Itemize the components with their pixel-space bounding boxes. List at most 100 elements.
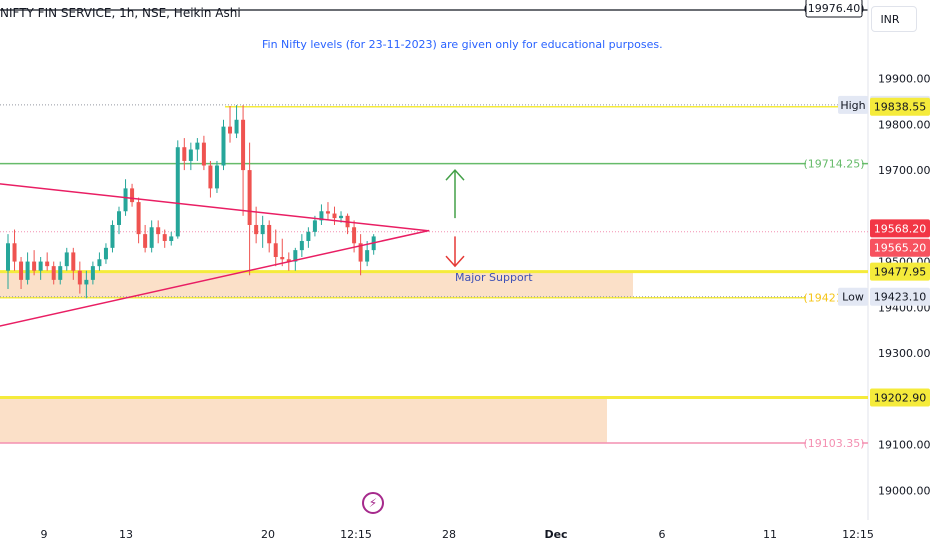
price-tag-prefix-box bbox=[838, 287, 868, 306]
candle-body bbox=[182, 147, 187, 161]
candle-body bbox=[247, 170, 252, 225]
candle-body bbox=[228, 126, 233, 134]
candle-body bbox=[117, 211, 122, 225]
y-tick-label: 19300.00 bbox=[878, 347, 931, 360]
price-tag-box bbox=[870, 388, 930, 407]
y-tick-label: 19900.00 bbox=[878, 73, 931, 86]
candle-body bbox=[32, 261, 37, 271]
candle-body bbox=[352, 227, 357, 244]
price-tag-label: 19423.10 bbox=[874, 291, 927, 304]
candle-body bbox=[306, 231, 311, 241]
candle-body bbox=[97, 259, 102, 267]
price-tag-box bbox=[870, 219, 930, 238]
candle-body bbox=[339, 215, 344, 219]
price-tag-box bbox=[870, 238, 930, 257]
candle-body bbox=[254, 224, 259, 235]
lightning-event-icon[interactable]: ⚡ bbox=[362, 492, 384, 514]
candle-body bbox=[188, 149, 193, 161]
price-tag-box bbox=[870, 287, 930, 306]
arrow-down-head bbox=[445, 255, 465, 268]
price-tag-prefix: Low bbox=[842, 291, 864, 304]
price-tag-label: 19477.95 bbox=[874, 266, 927, 279]
candle-body bbox=[12, 243, 17, 262]
candle-body bbox=[38, 261, 43, 271]
currency-selector[interactable]: INR bbox=[871, 6, 917, 32]
candle-body bbox=[45, 261, 50, 267]
candle-body bbox=[358, 243, 363, 262]
candle-body bbox=[312, 220, 317, 232]
candle-body bbox=[260, 224, 265, 235]
x-tick-label: 12:15 bbox=[842, 528, 874, 541]
candle-body bbox=[25, 261, 30, 280]
candle-body bbox=[201, 142, 206, 166]
x-tick-label: 6 bbox=[659, 528, 666, 541]
y-tick-label: 19700.00 bbox=[878, 164, 931, 177]
candle-body bbox=[6, 243, 10, 271]
candle-body bbox=[319, 211, 324, 221]
arrow-up-head bbox=[445, 168, 465, 181]
candle-body bbox=[110, 224, 115, 248]
candle-body bbox=[58, 266, 63, 280]
price-tag-label: 19202.90 bbox=[874, 391, 927, 404]
price-tag-label: 19838.55 bbox=[874, 101, 927, 114]
candle-body bbox=[19, 261, 24, 280]
candle-body bbox=[51, 266, 56, 280]
y-tick-label: 19000.00 bbox=[878, 484, 931, 497]
candle-body bbox=[299, 240, 304, 251]
x-tick-label: Dec bbox=[544, 528, 567, 541]
price-tag-label: 19568.20 bbox=[874, 222, 927, 235]
y-tick-label: 19800.00 bbox=[878, 118, 931, 131]
candle-body bbox=[136, 202, 141, 235]
candle-body bbox=[162, 234, 167, 241]
y-tick-label: 19100.00 bbox=[878, 439, 931, 452]
candle-body bbox=[267, 224, 272, 244]
candle-body bbox=[149, 227, 154, 248]
price-tag-box bbox=[806, 154, 862, 173]
x-tick-label: 28 bbox=[442, 528, 456, 541]
candle-body bbox=[241, 119, 246, 171]
trendline-lower bbox=[0, 229, 430, 327]
candle-body bbox=[90, 266, 95, 280]
candle-body bbox=[103, 247, 108, 260]
x-tick-label: 20 bbox=[261, 528, 275, 541]
candle-body bbox=[123, 188, 128, 212]
chart-title: NIFTY FIN SERVICE, 1h, NSE, Heikin Ashi bbox=[0, 6, 241, 20]
price-tag-prefix: High bbox=[840, 99, 865, 112]
price-tag-label: (19976.40) bbox=[803, 2, 864, 15]
candle-body bbox=[280, 256, 285, 260]
candle-body bbox=[273, 243, 278, 257]
candle-body bbox=[156, 227, 161, 235]
x-tick-label: 13 bbox=[119, 528, 133, 541]
x-tick-label: 9 bbox=[41, 528, 48, 541]
candle-body bbox=[325, 211, 330, 214]
candle-body bbox=[208, 165, 213, 189]
price-tag-label: 19565.20 bbox=[874, 242, 927, 255]
candle-body bbox=[130, 188, 135, 203]
candle-body bbox=[365, 250, 370, 262]
price-tag-box bbox=[806, 433, 862, 452]
candle-body bbox=[175, 147, 180, 237]
x-tick-label: 12:15 bbox=[340, 528, 372, 541]
major-support-label: Major Support bbox=[455, 271, 533, 284]
candle-body bbox=[234, 119, 239, 134]
candle-body bbox=[77, 270, 82, 285]
price-tag-box bbox=[870, 262, 930, 281]
candle-body bbox=[286, 259, 291, 262]
lower-zone bbox=[0, 397, 607, 443]
x-tick-label: 11 bbox=[763, 528, 777, 541]
support-zone bbox=[0, 271, 633, 298]
candle-body bbox=[169, 236, 174, 241]
price-tag-label: (19714.25) bbox=[803, 158, 864, 171]
candle-body bbox=[332, 213, 337, 219]
candle-body bbox=[195, 142, 200, 150]
chart-note: Fin Nifty levels (for 23-11-2023) are gi… bbox=[262, 38, 663, 51]
candle-body bbox=[214, 165, 219, 189]
candle-body bbox=[143, 234, 148, 248]
candle-body bbox=[71, 252, 76, 271]
candle-body bbox=[64, 252, 69, 267]
candle-body bbox=[293, 250, 298, 262]
price-tag-box bbox=[870, 97, 930, 116]
price-tag-label: (19103.35) bbox=[803, 437, 864, 450]
candle-body bbox=[221, 126, 226, 166]
